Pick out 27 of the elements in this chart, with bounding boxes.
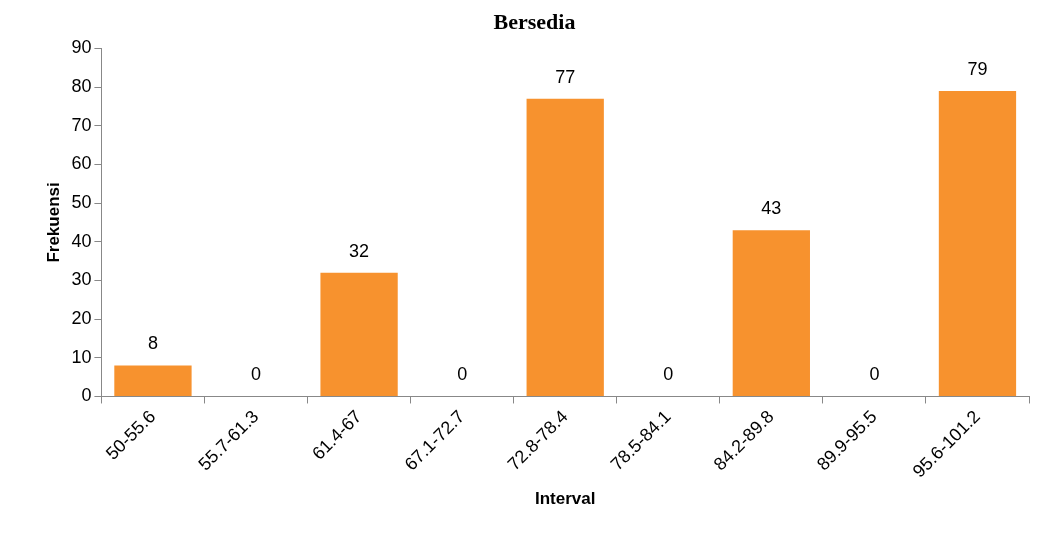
y-tick-label: 50 xyxy=(71,192,92,213)
y-tick-label: 40 xyxy=(71,230,92,251)
data-label: 79 xyxy=(967,58,988,79)
y-tick-label: 70 xyxy=(71,114,92,135)
y-tick-label: 20 xyxy=(71,308,92,329)
x-axis-title: Interval xyxy=(534,489,596,509)
data-label: 0 xyxy=(663,364,674,385)
bar xyxy=(938,90,1017,396)
data-label: 77 xyxy=(555,66,576,87)
y-tick-label: 0 xyxy=(81,385,92,406)
data-label: 32 xyxy=(349,240,370,261)
bar xyxy=(732,230,810,396)
bar xyxy=(114,365,192,396)
data-label: 8 xyxy=(147,333,158,354)
y-axis-title: Frekuensi xyxy=(43,182,63,263)
y-tick-label: 90 xyxy=(71,37,92,58)
chart-title: Bersedia xyxy=(493,8,576,34)
y-tick-label: 30 xyxy=(71,269,92,290)
data-label: 0 xyxy=(457,364,468,385)
y-tick-label: 10 xyxy=(71,346,92,367)
y-tick-label: 60 xyxy=(71,153,92,174)
data-label: 0 xyxy=(869,364,880,385)
data-label: 0 xyxy=(251,364,262,385)
y-tick-label: 80 xyxy=(71,76,92,97)
bar xyxy=(320,272,398,396)
bar xyxy=(526,98,604,396)
data-label: 43 xyxy=(761,198,782,219)
